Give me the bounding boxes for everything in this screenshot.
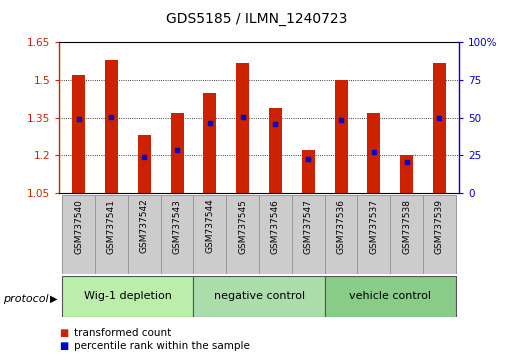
- Text: GSM737540: GSM737540: [74, 199, 83, 253]
- Bar: [203, 93, 216, 193]
- Text: GSM737537: GSM737537: [369, 199, 379, 254]
- Bar: [423, 195, 456, 274]
- Bar: [390, 195, 423, 274]
- Bar: [62, 276, 193, 317]
- Bar: [193, 195, 226, 274]
- Text: percentile rank within the sample: percentile rank within the sample: [74, 341, 250, 351]
- Text: GSM737539: GSM737539: [435, 199, 444, 254]
- Bar: [72, 75, 85, 193]
- Bar: [105, 60, 118, 193]
- Text: ■: ■: [59, 341, 68, 351]
- Text: GSM737544: GSM737544: [205, 199, 214, 253]
- Bar: [193, 276, 325, 317]
- Text: GSM737538: GSM737538: [402, 199, 411, 254]
- Text: vehicle control: vehicle control: [349, 291, 431, 302]
- Bar: [433, 63, 446, 193]
- Bar: [128, 195, 161, 274]
- Text: Wig-1 depletion: Wig-1 depletion: [84, 291, 172, 302]
- Bar: [334, 80, 348, 193]
- Bar: [269, 108, 282, 193]
- Text: GSM737541: GSM737541: [107, 199, 116, 253]
- Text: transformed count: transformed count: [74, 329, 172, 338]
- Bar: [226, 195, 259, 274]
- Bar: [367, 113, 381, 193]
- Bar: [400, 155, 413, 193]
- Bar: [170, 113, 184, 193]
- Text: ■: ■: [59, 329, 68, 338]
- Text: GSM737545: GSM737545: [238, 199, 247, 253]
- Bar: [325, 276, 456, 317]
- Text: negative control: negative control: [213, 291, 305, 302]
- Bar: [358, 195, 390, 274]
- Bar: [95, 195, 128, 274]
- Bar: [292, 195, 325, 274]
- Bar: [236, 63, 249, 193]
- Bar: [259, 195, 292, 274]
- Text: GDS5185 / ILMN_1240723: GDS5185 / ILMN_1240723: [166, 12, 347, 27]
- Bar: [302, 150, 315, 193]
- Bar: [137, 135, 151, 193]
- Text: protocol: protocol: [3, 294, 48, 304]
- Bar: [161, 195, 193, 274]
- Text: GSM737536: GSM737536: [337, 199, 346, 254]
- Text: GSM737543: GSM737543: [172, 199, 182, 253]
- Bar: [62, 195, 95, 274]
- Text: GSM737542: GSM737542: [140, 199, 149, 253]
- Bar: [325, 195, 358, 274]
- Text: GSM737547: GSM737547: [304, 199, 313, 253]
- Text: GSM737546: GSM737546: [271, 199, 280, 253]
- Text: ▶: ▶: [50, 294, 58, 304]
